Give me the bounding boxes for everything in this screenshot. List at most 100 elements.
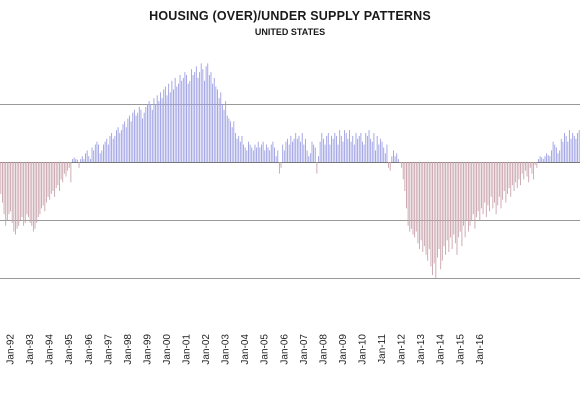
bar <box>171 80 173 162</box>
bar <box>301 133 303 162</box>
bar <box>520 162 521 186</box>
x-tick-label: Jan-98 <box>123 334 134 365</box>
bar <box>507 162 508 194</box>
bar <box>494 162 495 203</box>
bar <box>213 77 215 162</box>
bar <box>381 141 383 162</box>
bar <box>89 159 91 162</box>
bar <box>6 162 8 220</box>
bar <box>130 121 132 162</box>
bar <box>104 141 106 162</box>
bar <box>350 141 352 162</box>
bar <box>11 162 13 223</box>
bar <box>521 162 523 174</box>
bar <box>91 147 93 162</box>
bar <box>244 147 246 162</box>
bar <box>466 162 468 220</box>
x-tick-label: Jan-06 <box>279 334 290 365</box>
bar <box>423 162 425 247</box>
x-tick-label: Jan-15 <box>455 334 466 365</box>
bar <box>243 144 245 162</box>
bar <box>156 95 158 162</box>
bar <box>59 162 60 191</box>
x-tick-label: Jan-16 <box>475 334 486 365</box>
bar <box>435 162 437 278</box>
bar <box>124 121 126 162</box>
bar <box>103 144 104 162</box>
bar <box>528 162 530 183</box>
bar <box>534 162 536 165</box>
bar <box>544 156 546 162</box>
bar <box>453 162 455 235</box>
bar <box>476 162 477 218</box>
bar <box>57 162 59 186</box>
bar <box>396 153 398 162</box>
bar <box>212 83 214 162</box>
bar <box>41 162 42 209</box>
bar <box>309 153 311 162</box>
bar <box>238 135 240 162</box>
bar <box>140 109 142 162</box>
bar <box>29 162 31 223</box>
bar <box>62 162 64 183</box>
bar <box>288 144 290 162</box>
bar <box>440 162 442 270</box>
bar <box>555 147 557 162</box>
bar <box>518 162 520 180</box>
bar <box>42 162 44 206</box>
bar <box>15 162 16 235</box>
bar <box>55 162 57 189</box>
bar <box>489 162 491 212</box>
bar <box>225 101 227 162</box>
bar <box>184 72 186 162</box>
bar <box>410 162 412 229</box>
bar <box>205 66 207 162</box>
bar <box>340 135 342 162</box>
bar <box>0 162 2 194</box>
bar <box>358 135 360 162</box>
bar <box>345 133 347 162</box>
bar <box>221 104 223 162</box>
bar <box>192 75 194 162</box>
bar <box>169 92 171 162</box>
bar <box>197 77 199 162</box>
bar <box>415 162 417 232</box>
bar <box>329 144 331 162</box>
bar <box>368 130 370 162</box>
bar <box>168 83 170 162</box>
bar <box>241 135 243 162</box>
bar <box>176 86 178 162</box>
bar <box>526 162 528 177</box>
bar <box>112 138 114 162</box>
bar <box>420 162 422 241</box>
bar <box>293 138 295 162</box>
bar <box>425 162 427 255</box>
bar <box>85 153 86 162</box>
bar <box>282 144 284 162</box>
bar <box>311 141 313 162</box>
chart-subtitle: UNITED STATES <box>254 27 326 37</box>
bar <box>508 162 510 189</box>
bar <box>531 162 533 174</box>
bar <box>228 118 230 162</box>
bar <box>63 162 65 174</box>
bar <box>207 63 209 162</box>
bar <box>482 162 484 215</box>
x-tick-label: Jan-93 <box>25 334 36 365</box>
bar <box>81 156 83 162</box>
bar <box>547 155 549 162</box>
bar <box>226 115 228 162</box>
bar <box>373 133 375 162</box>
bar <box>432 162 434 276</box>
bar <box>10 162 12 212</box>
bar <box>365 133 367 162</box>
bar <box>296 138 298 162</box>
bar <box>384 153 386 162</box>
bar <box>86 150 88 162</box>
x-tick-label: Jan-14 <box>436 334 447 365</box>
bar <box>65 162 67 177</box>
bar <box>187 83 189 162</box>
bar <box>150 104 152 162</box>
